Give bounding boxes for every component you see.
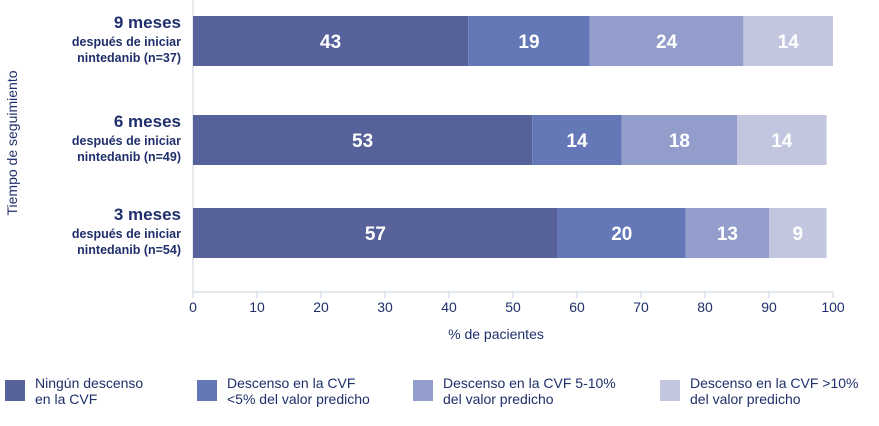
x-tick-label: 70 [633,299,649,315]
category-label-main: 6 meses [114,112,181,131]
bar-segment [589,16,744,66]
bar-segment [193,115,533,165]
bar-value-label: 14 [566,131,588,152]
x-tick-label: 60 [569,299,585,315]
bar-value-label: 14 [771,131,793,152]
x-axis-title: % de pacientes [448,326,544,342]
bar-segment [468,16,590,66]
legend-swatch [5,380,25,401]
category-label-sub: después de iniciar [72,35,181,49]
bar-value-label: 24 [656,32,678,53]
bar-value-label: 13 [717,224,738,245]
legend-label: <5% del valor predicho [227,391,370,407]
category-label-sub: después de iniciar [72,227,181,241]
bar-segment [557,208,686,258]
bar-segment [621,115,737,165]
bar-value-label: 19 [518,32,539,53]
bar-segment [769,208,827,258]
bar-segment [685,208,769,258]
category-label-sub: nintedanib (n=54) [77,243,181,257]
bar-value-label: 18 [669,131,690,152]
y-axis-title: Tiempo de seguimiento [4,70,20,215]
bar-segment [737,115,827,165]
x-tick-label: 0 [189,299,197,315]
bar-segment [193,208,558,258]
x-tick-label: 100 [821,299,845,315]
legend-label: Descenso en la CVF >10% [690,375,858,391]
legend-swatch [413,380,433,401]
legend-swatch [660,380,680,401]
x-tick-label: 10 [249,299,265,315]
legend-label: del valor predicho [443,391,554,407]
bar-segment [743,16,833,66]
bar-value-label: 20 [611,224,632,245]
category-label-sub: nintedanib (n=49) [77,150,181,164]
bar-value-label: 57 [365,224,386,245]
legend-label: Ningún descenso [35,375,143,391]
legend-swatch [197,380,217,401]
category-label-main: 3 meses [114,205,181,224]
bar-value-label: 43 [320,32,341,53]
category-label-sub: nintedanib (n=37) [77,51,181,65]
bar-value-label: 53 [352,131,373,152]
x-tick-label: 40 [441,299,457,315]
bar-segment [193,16,469,66]
legend-label: en la CVF [35,391,97,407]
legend-label: Descenso en la CVF 5-10% [443,375,616,391]
x-tick-label: 90 [761,299,777,315]
x-tick-label: 50 [505,299,521,315]
legend-label: Descenso en la CVF [227,375,355,391]
category-label-main: 9 meses [114,13,181,32]
bar-value-label: 9 [793,224,804,245]
bar-value-label: 14 [778,32,800,53]
x-tick-label: 30 [377,299,393,315]
category-label-sub: después de iniciar [72,134,181,148]
x-tick-label: 20 [313,299,329,315]
x-tick-label: 80 [697,299,713,315]
bar-segment [532,115,622,165]
legend-label: del valor predicho [690,391,801,407]
